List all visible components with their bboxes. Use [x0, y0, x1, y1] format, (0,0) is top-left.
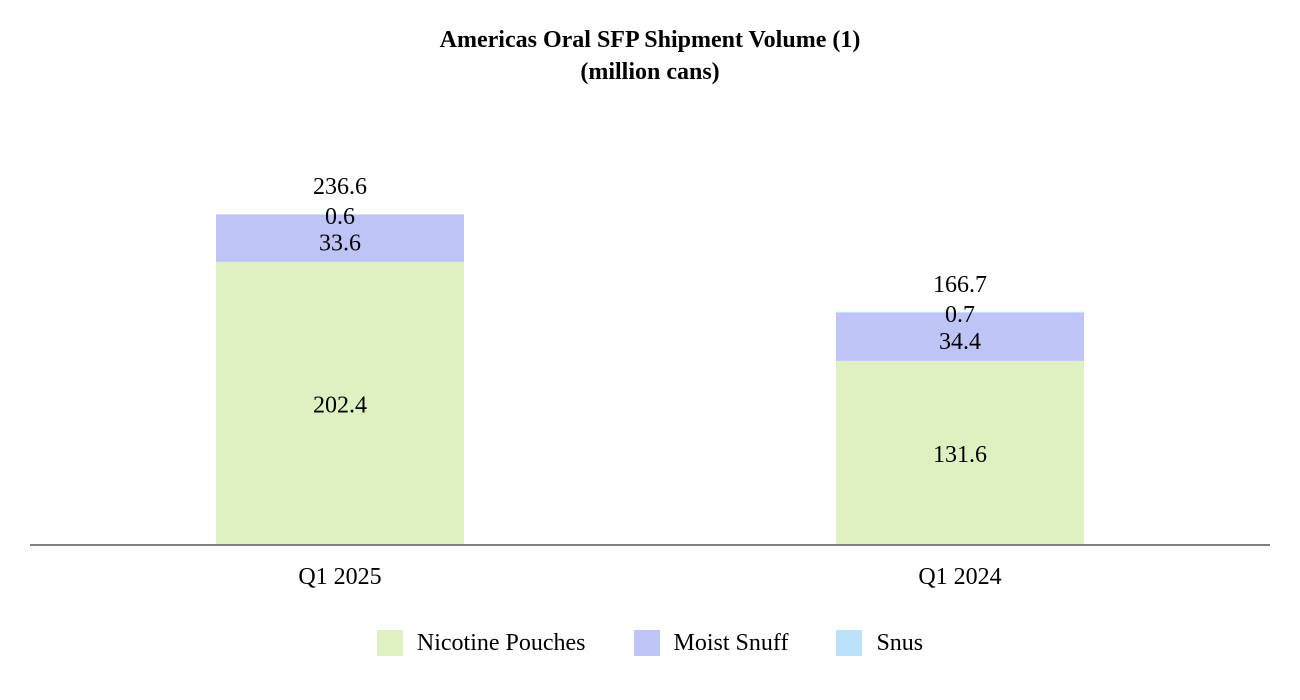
chart-title: Americas Oral SFP Shipment Volume (1)	[439, 27, 861, 53]
bar-moist-snuff-q1-2025	[216, 214, 464, 262]
value-label-nicotine-pouches-q1-2025: 202.4	[313, 392, 367, 418]
value-label-nicotine-pouches-q1-2024: 131.6	[933, 442, 987, 468]
legend-item-snus: Snus	[836, 628, 923, 658]
bar-nicotine-pouches-q1-2024	[836, 360, 1084, 545]
legend-swatch-moist-snuff	[633, 630, 660, 656]
legend-item-moist-snuff: Moist Snuff	[633, 628, 789, 658]
legend-swatch-nicotine-pouches	[376, 630, 403, 656]
bar-nicotine-pouches-q1-2025	[216, 261, 464, 545]
chart-subtitle: (million cans)	[580, 59, 720, 85]
bar-moist-snuff-q1-2024	[836, 312, 1084, 361]
legend-item-nicotine-pouches: Nicotine Pouches	[376, 628, 586, 658]
category-label-q1-2025: Q1 2025	[298, 564, 381, 590]
bar-snus-q1-2025	[216, 214, 464, 215]
legend: Nicotine Pouches Moist Snuff Snus	[0, 628, 1300, 658]
value-label-moist-snuff-q1-2024: 34.4	[939, 329, 981, 355]
value-label-snus-q1-2025: 0.6	[325, 204, 355, 230]
bar-snus-q1-2024	[836, 311, 1084, 313]
legend-swatch-snus	[836, 630, 863, 656]
category-label-q1-2024: Q1 2024	[918, 564, 1001, 590]
value-label-moist-snuff-q1-2025: 33.6	[319, 230, 361, 256]
legend-label-snus: Snus	[876, 630, 924, 656]
legend-label-moist-snuff: Moist Snuff	[673, 630, 789, 656]
legend-label-nicotine-pouches: Nicotine Pouches	[416, 630, 586, 656]
total-label-q1-2025: 236.6	[313, 174, 367, 200]
total-label-q1-2024: 166.7	[933, 272, 987, 298]
value-label-snus-q1-2024: 0.7	[945, 302, 975, 328]
